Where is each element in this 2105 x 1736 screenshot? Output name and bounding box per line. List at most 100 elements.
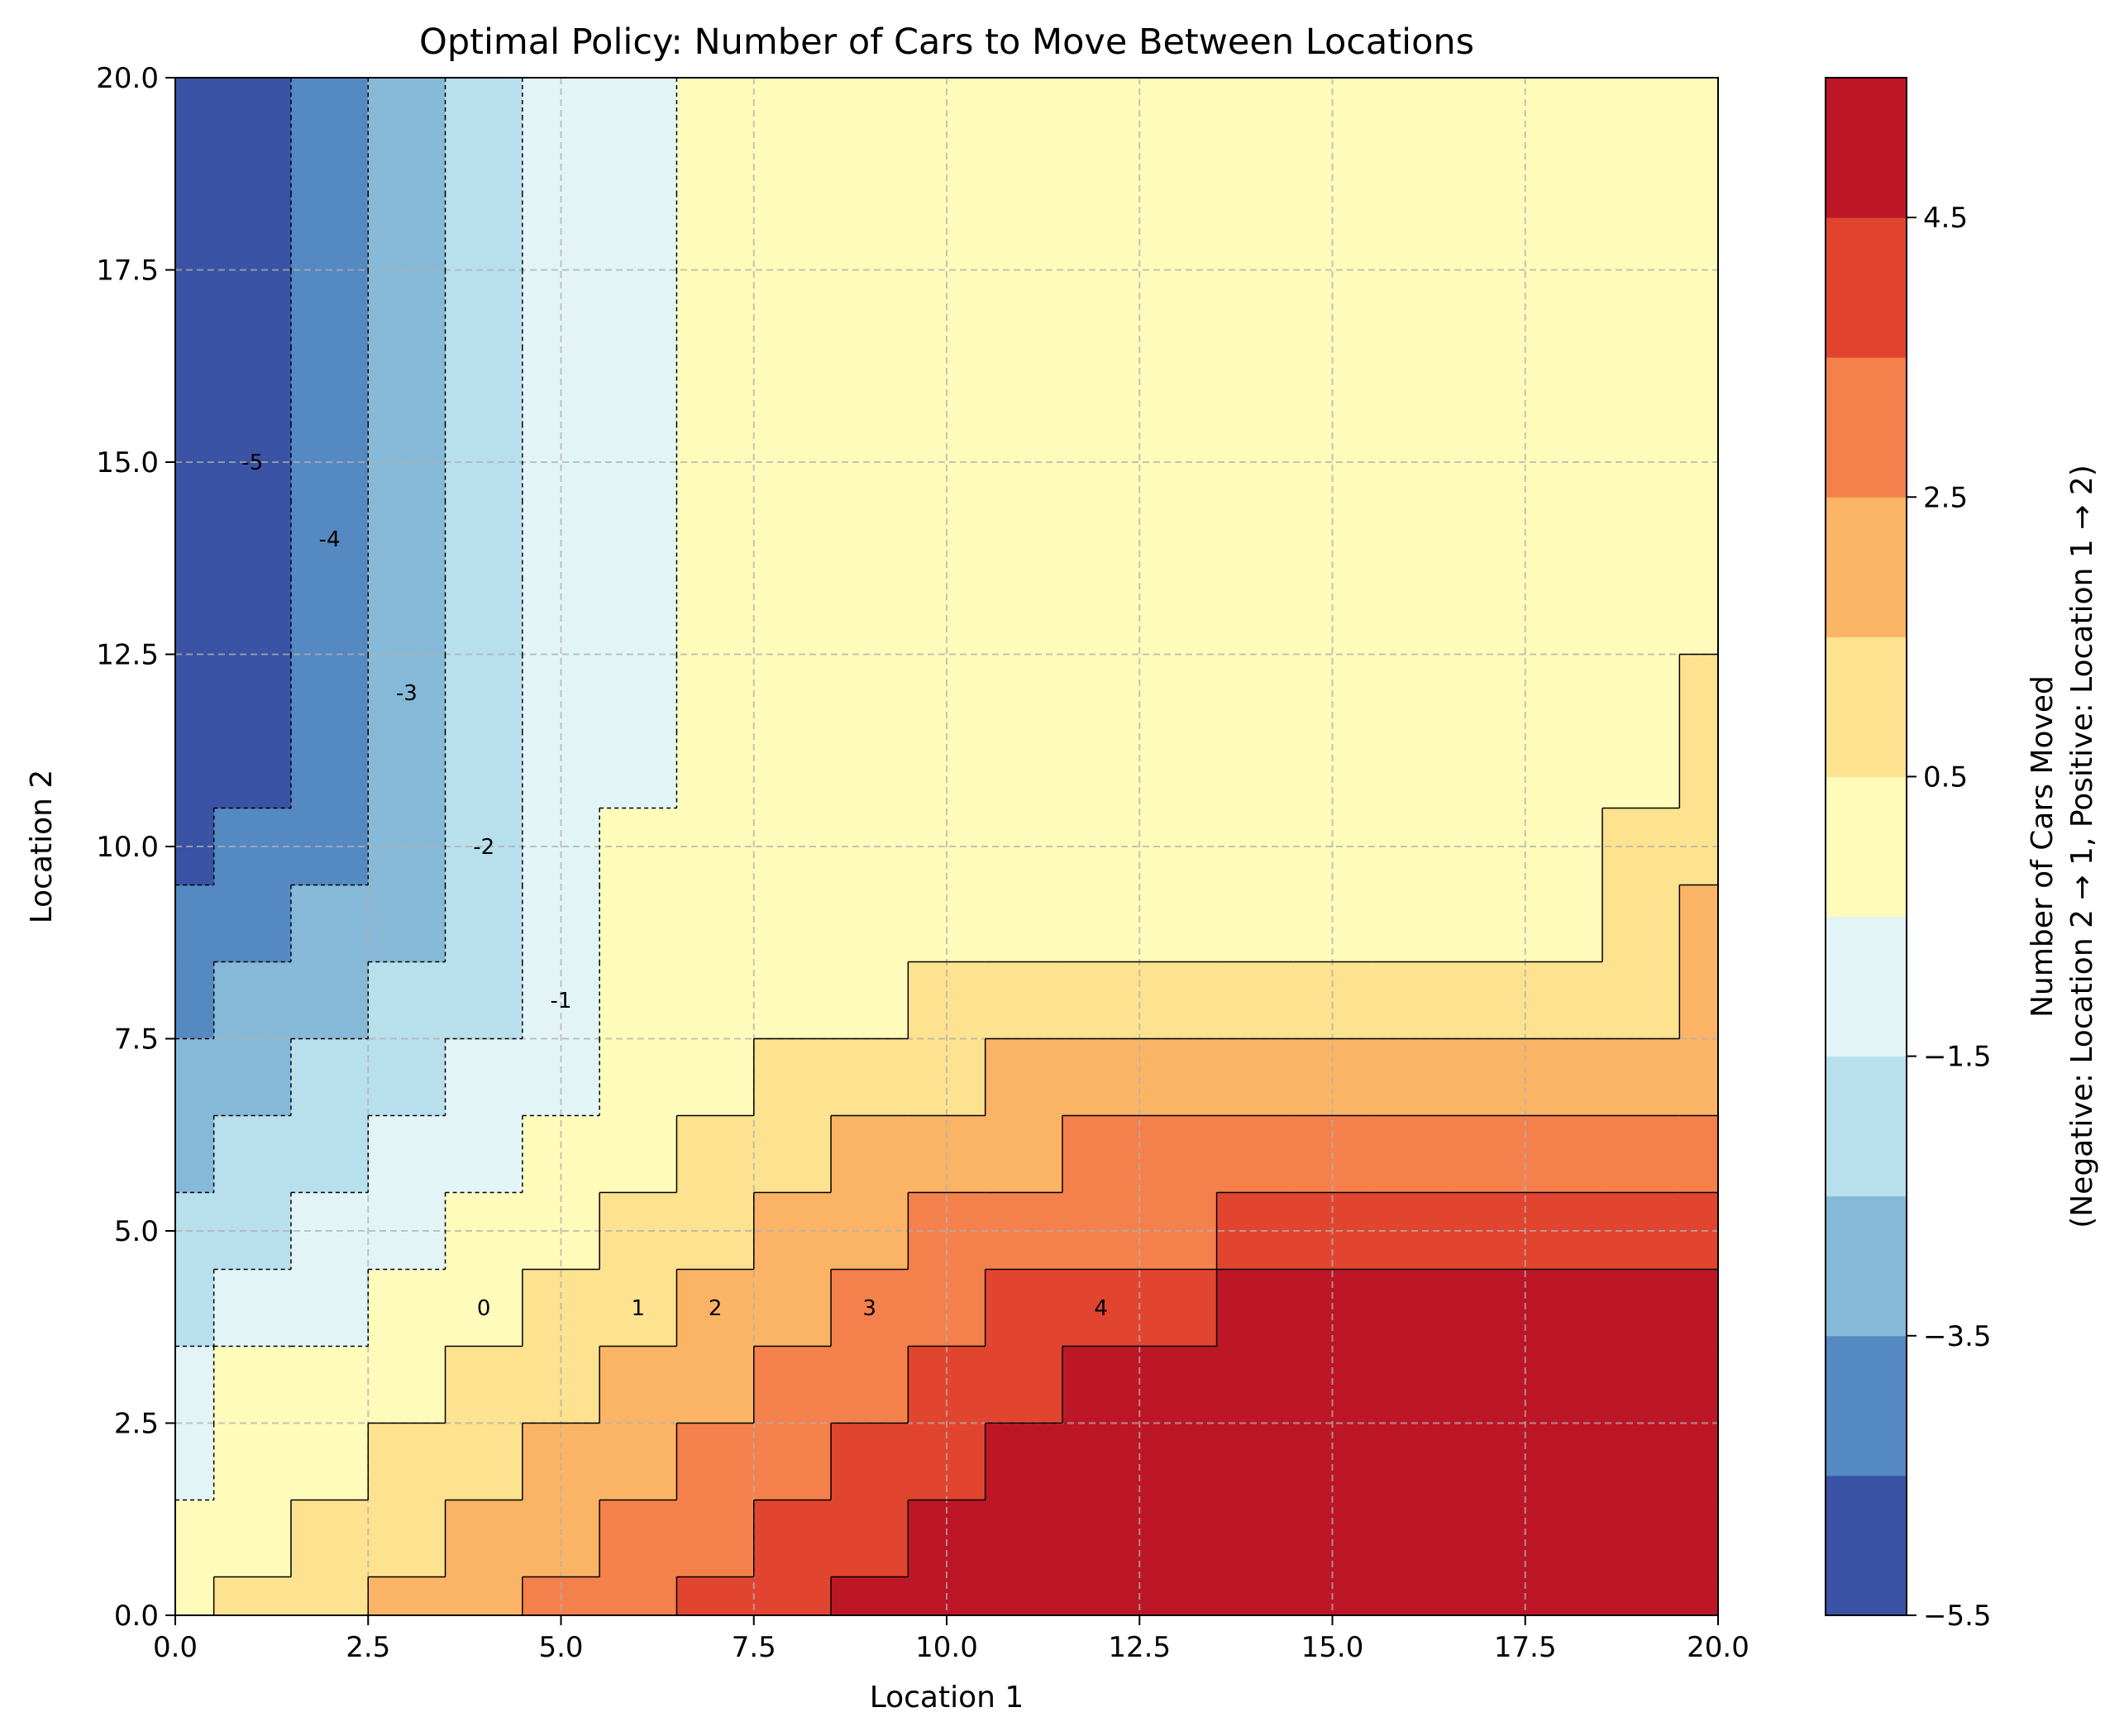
policy-cell — [1448, 1423, 1526, 1501]
policy-cell — [1216, 500, 1295, 579]
policy-cell — [1216, 1038, 1295, 1117]
contour-fill — [175, 78, 1719, 1616]
policy-cell — [753, 1500, 832, 1578]
policy-cell — [368, 654, 446, 732]
policy-cell — [599, 731, 678, 809]
policy-cell — [1216, 269, 1295, 348]
policy-cell — [1371, 1500, 1449, 1578]
colorbar-frame — [1825, 77, 1907, 1616]
policy-cell — [213, 78, 292, 117]
policy-cell — [1216, 1115, 1295, 1194]
policy-cell — [985, 78, 1063, 117]
policy-cell — [1602, 1423, 1680, 1501]
policy-cell — [676, 1038, 755, 1117]
policy-cell — [213, 1038, 292, 1117]
policy-cell — [1448, 346, 1526, 425]
colorbar-ticks: −5.5 −3.5 −1.5 0.5 2.5 4.5 — [1907, 202, 1992, 1633]
policy-cell — [445, 1038, 523, 1117]
x-axis: 0.0 2.5 5.0 7.5 10.0 12.5 15.0 17.5 20.0 — [153, 1615, 1749, 1664]
policy-cell — [1602, 78, 1680, 117]
policy-cell — [1602, 1576, 1680, 1616]
policy-cell — [1679, 78, 1719, 117]
colorbar-band — [1826, 78, 1907, 218]
policy-cell — [445, 961, 523, 1040]
policy-cell — [1216, 1500, 1295, 1578]
policy-cell — [445, 885, 523, 963]
policy-cell — [985, 1500, 1063, 1578]
policy-cell — [1679, 1576, 1719, 1616]
policy-cell — [1216, 1269, 1295, 1347]
policy-cell — [753, 269, 832, 348]
policy-cell — [175, 885, 215, 963]
policy-cell — [753, 961, 832, 1040]
policy-cell — [599, 1576, 678, 1616]
policy-cell — [1371, 1346, 1449, 1424]
x-tick-label: 7.5 — [732, 1631, 776, 1664]
policy-cell — [1062, 731, 1140, 809]
contour-label: -4 — [319, 527, 341, 552]
policy-cell — [831, 500, 909, 579]
policy-cell — [290, 1269, 369, 1347]
policy-cell — [753, 577, 832, 656]
policy-cell — [213, 269, 292, 348]
policy-cell — [1371, 78, 1449, 117]
colorbar: −5.5 −3.5 −1.5 0.5 2.5 4.5 Number of Cars Mov… — [1825, 77, 2099, 1633]
policy-cell — [599, 500, 678, 579]
policy-cell — [831, 346, 909, 425]
policy-cell — [1062, 269, 1140, 348]
policy-cell — [1525, 1423, 1603, 1501]
policy-cell — [1062, 116, 1140, 194]
policy-cell — [676, 116, 755, 194]
policy-cell — [1525, 654, 1603, 732]
policy-cell — [1371, 269, 1449, 348]
policy-cell — [753, 116, 832, 194]
policy-cell — [1602, 116, 1680, 194]
policy-cell — [175, 193, 215, 271]
policy-cell — [1371, 1038, 1449, 1117]
policy-cell — [753, 1346, 832, 1424]
policy-cell — [1062, 500, 1140, 579]
colorbar-tick-label: 4.5 — [1923, 202, 1968, 235]
policy-cell — [831, 885, 909, 963]
policy-cell — [831, 1423, 909, 1501]
colorbar-band — [1826, 217, 1907, 358]
policy-cell — [1139, 1576, 1218, 1616]
policy-cell — [1602, 961, 1680, 1040]
colorbar-label-line1: Number of Cars Moved — [2026, 675, 2060, 1018]
x-tick-label: 0.0 — [153, 1631, 198, 1664]
policy-cell — [985, 1576, 1063, 1616]
policy-cell — [368, 500, 446, 579]
policy-cell — [1216, 577, 1295, 656]
policy-cell — [1602, 1115, 1680, 1194]
policy-cell — [1371, 885, 1449, 963]
policy-cell — [290, 654, 369, 732]
policy-cell — [753, 1576, 832, 1616]
policy-cell — [368, 1346, 446, 1424]
policy-cell — [1525, 1038, 1603, 1117]
colorbar-tick-label: −3.5 — [1923, 1320, 1992, 1353]
policy-cell — [1139, 1115, 1218, 1194]
policy-cell — [1448, 1576, 1526, 1616]
policy-cell — [1062, 1269, 1140, 1347]
colorbar-tick-label: 0.5 — [1923, 761, 1968, 794]
policy-cell — [1602, 346, 1680, 425]
policy-cell — [985, 1423, 1063, 1501]
contour-label: 3 — [862, 1296, 876, 1321]
policy-cell — [368, 731, 446, 809]
policy-cell — [985, 193, 1063, 271]
policy-cell — [985, 654, 1063, 732]
policy-cell — [445, 116, 523, 194]
policy-cell — [213, 1346, 292, 1424]
policy-cell — [753, 346, 832, 425]
contour-label: 0 — [477, 1296, 491, 1321]
policy-cell — [290, 577, 369, 656]
policy-cell — [676, 731, 755, 809]
policy-cell — [1602, 654, 1680, 732]
policy-cell — [831, 1500, 909, 1578]
policy-cell — [1448, 1269, 1526, 1347]
contour-label: -1 — [551, 989, 572, 1013]
policy-cell — [1525, 1576, 1603, 1616]
policy-cell — [1525, 1500, 1603, 1578]
policy-cell — [985, 500, 1063, 579]
policy-cell — [1139, 116, 1218, 194]
